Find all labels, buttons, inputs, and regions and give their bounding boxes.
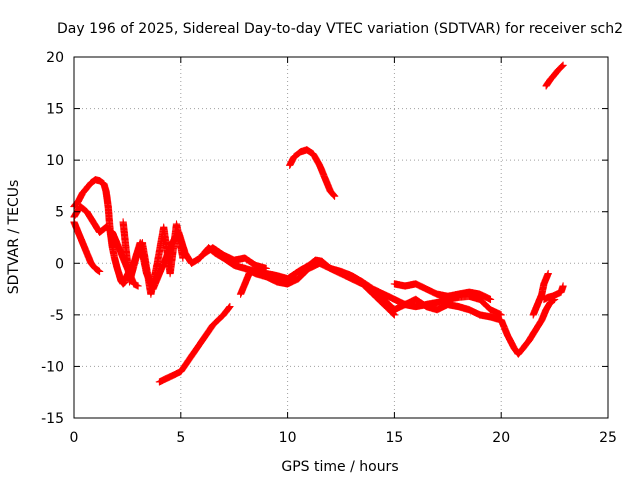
x-tick-label: 0	[70, 430, 79, 446]
y-tick-label: 0	[55, 256, 64, 272]
series-markers	[390, 280, 495, 304]
series-track-hump	[285, 146, 339, 200]
series-markers	[540, 282, 567, 304]
series-markers	[529, 269, 552, 319]
series-track-main-spikes	[119, 218, 187, 298]
series-track-short-7-8	[236, 269, 253, 298]
x-tick-label: 10	[279, 430, 297, 446]
series-track-late-e	[529, 269, 552, 319]
y-tick-label: 20	[46, 50, 64, 66]
plot-frame	[73, 56, 609, 419]
y-tick-label: -10	[41, 359, 64, 375]
x-tick-label: 25	[599, 430, 617, 446]
y-tick-label: 10	[46, 153, 64, 169]
x-tick-label: 20	[492, 430, 510, 446]
series-markers	[119, 218, 187, 298]
series-track-top-right	[542, 61, 567, 90]
series-track-late-d	[476, 295, 559, 358]
x-tick-label: 15	[385, 430, 403, 446]
y-tick-label: 15	[46, 102, 64, 118]
series-track-mid-9-10	[241, 259, 335, 288]
y-axis-label: SDTVAR / TECUs	[6, 180, 22, 295]
y-tick-label: 5	[55, 205, 64, 221]
series-track-late-b	[369, 290, 484, 319]
series-track-rising	[155, 302, 234, 386]
grid	[74, 57, 608, 418]
y-tick-label: -15	[41, 411, 64, 427]
series-markers	[285, 146, 339, 200]
chart-title: Day 196 of 2025, Sidereal Day-to-day VTE…	[57, 21, 623, 37]
series-markers	[236, 269, 253, 298]
series-track-late-c	[390, 280, 495, 304]
x-axis-label: GPS time / hours	[281, 459, 398, 475]
series-markers	[369, 290, 484, 319]
x-tick-label: 5	[176, 430, 185, 446]
data-series	[70, 61, 567, 386]
series-markers	[542, 61, 567, 90]
series-markers	[198, 244, 270, 273]
series-track-late-f	[540, 282, 567, 304]
series-markers	[241, 259, 335, 288]
y-tick-label: -5	[50, 308, 64, 324]
axes: 0 5 10 15 20 25 -15 -10 -5 0 5 10 15 20	[41, 50, 617, 446]
series-track-cluster-0606-0808	[198, 244, 270, 273]
series-markers	[476, 295, 559, 358]
series-markers	[155, 302, 234, 386]
